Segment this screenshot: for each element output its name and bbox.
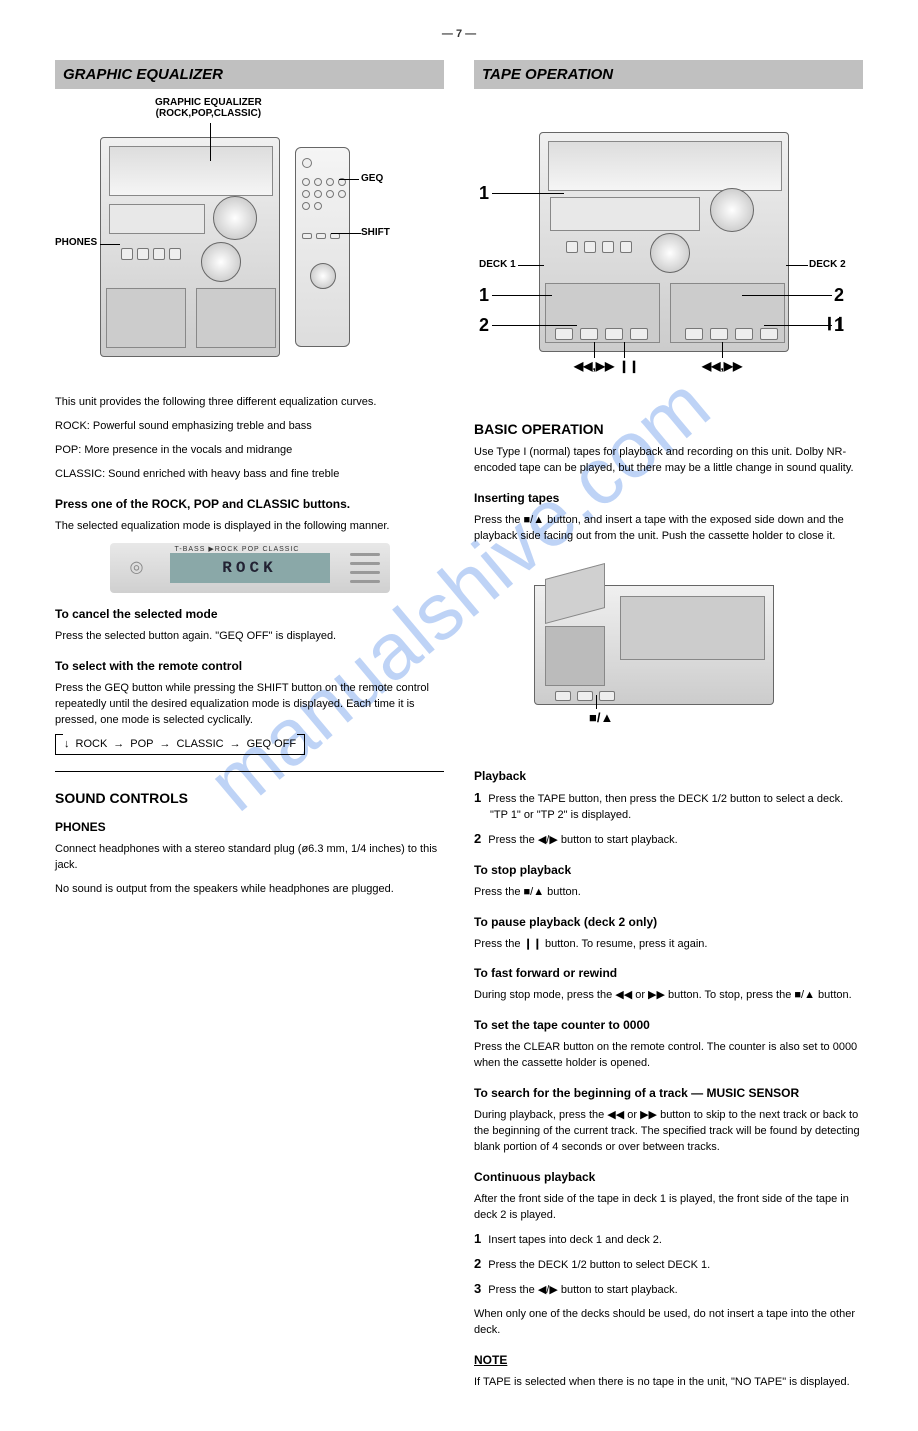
pause-icon: ❙❙ bbox=[619, 359, 639, 373]
insert-head: Inserting tapes bbox=[474, 491, 863, 505]
search-body: During playback, press the ◀◀ or ▶▶ butt… bbox=[474, 1108, 863, 1156]
section-title: TAPE OPERATION bbox=[482, 66, 855, 83]
cont-step-3-text: Press the ◀/▶ button to start playback. bbox=[488, 1284, 677, 1296]
ff-head: To fast forward or rewind bbox=[474, 966, 863, 980]
geq-label: GEQ bbox=[361, 173, 383, 184]
remote-select-body: Press the GEQ button while pressing the … bbox=[55, 681, 444, 729]
cancel-body: Press the selected button again. "GEQ OF… bbox=[55, 629, 444, 645]
cycle-pop: POP bbox=[130, 738, 153, 750]
playback-head: Playback bbox=[474, 769, 863, 783]
callout-2-left: 2 bbox=[479, 315, 489, 336]
stop-head: To stop playback bbox=[474, 863, 863, 877]
section-bar-graphic-equalizer: GRAPHIC EQUALIZER bbox=[55, 60, 444, 89]
rewind-ff-icon: ◀◀,▶▶ bbox=[702, 359, 742, 373]
step-2-text: Press the ◀/▶ button to start playback. bbox=[488, 834, 677, 846]
continuous-note: When only one of the decks should be use… bbox=[474, 1307, 863, 1339]
section-title: GRAPHIC EQUALIZER bbox=[63, 66, 436, 83]
press-instruction: Press one of the ROCK, POP and CLASSIC b… bbox=[55, 497, 444, 511]
mode-classic: CLASSIC: Sound enriched with heavy bass … bbox=[55, 467, 444, 483]
phones-head: PHONES bbox=[55, 820, 444, 834]
section-bar-tape-operation: TAPE OPERATION bbox=[474, 60, 863, 89]
lcd-top-labels: T-BASS ▶ROCK POP CLASSIC bbox=[175, 545, 300, 553]
disc-icon: ◎ bbox=[130, 557, 144, 577]
cycle-rock: ROCK bbox=[76, 738, 108, 750]
note-body: If TAPE is selected when there is no tap… bbox=[474, 1375, 863, 1391]
shift-label: SHIFT bbox=[361, 227, 390, 238]
rewind-ff-icon: ◀◀,▶▶ bbox=[574, 359, 614, 373]
insert-diagram: ▼ ■/▲ bbox=[474, 565, 863, 755]
note-head: NOTE bbox=[474, 1353, 863, 1367]
callout-1-left: 1 bbox=[479, 285, 489, 306]
stop-eject-icon: ■/▲ bbox=[589, 710, 613, 725]
cycle-classic: CLASSIC bbox=[177, 738, 224, 750]
stop-body: Press the ■/▲ button. bbox=[474, 885, 863, 901]
search-head: To search for the beginning of a track —… bbox=[474, 1086, 863, 1100]
phones-body: Connect headphones with a stereo standar… bbox=[55, 842, 444, 874]
phones-label: PHONES bbox=[55, 237, 97, 248]
cancel-head: To cancel the selected mode bbox=[55, 607, 444, 621]
phones-note: No sound is output from the speakers whi… bbox=[55, 882, 444, 898]
counter-body: Press the CLEAR button on the remote con… bbox=[474, 1040, 863, 1072]
step-num-1: 1 bbox=[474, 790, 481, 805]
mode-cycle: ↓ ROCK → POP → CLASSIC → GEQ OFF bbox=[55, 734, 305, 755]
deck1-label: DECK 1 bbox=[479, 259, 516, 270]
graphic-eq-label: GRAPHIC EQUALIZER (ROCK,POP,CLASSIC) bbox=[155, 97, 262, 119]
continuous-head: Continuous playback bbox=[474, 1170, 863, 1184]
step-num-2: 2 bbox=[474, 831, 481, 846]
cont-step-3: 3 bbox=[474, 1281, 481, 1296]
display-note: The selected equalization mode is displa… bbox=[55, 519, 444, 535]
step-1-text: Press the TAPE button, then press the DE… bbox=[488, 793, 843, 805]
pause-head: To pause playback (deck 2 only) bbox=[474, 915, 863, 929]
lcd-text: ROCK bbox=[170, 553, 330, 583]
cycle-off: GEQ OFF bbox=[247, 738, 297, 750]
cycle-arrow: ↓ bbox=[64, 738, 70, 750]
remote-select-head: To select with the remote control bbox=[55, 659, 444, 673]
deck2-label: DECK 2 bbox=[809, 259, 846, 270]
sound-controls-head: SOUND CONTROLS bbox=[55, 790, 444, 806]
cont-step-1: 1 bbox=[474, 1231, 481, 1246]
cont-step-1-text: Insert tapes into deck 1 and deck 2. bbox=[488, 1234, 662, 1246]
page-number-top: — 7 — bbox=[442, 28, 476, 40]
basic-operation-head: BASIC OPERATION bbox=[474, 421, 863, 437]
cycle-arrow: → bbox=[230, 738, 241, 750]
cont-step-2-text: Press the DECK 1/2 button to select DECK… bbox=[488, 1259, 710, 1271]
insert-body: Press the ■/▲ button, and insert a tape … bbox=[474, 513, 863, 545]
intro-text: This unit provides the following three d… bbox=[55, 395, 444, 411]
cont-step-2: 2 bbox=[474, 1256, 481, 1271]
pause-body: Press the ❙❙ button. To resume, press it… bbox=[474, 937, 863, 953]
ff-body: During stop mode, press the ◀◀ or ▶▶ but… bbox=[474, 988, 863, 1004]
lcd-display: ◎ T-BASS ▶ROCK POP CLASSIC ROCK bbox=[110, 543, 390, 593]
callout-1-left-top: 1 bbox=[479, 183, 489, 204]
continuous-body: After the front side of the tape in deck… bbox=[474, 1192, 863, 1224]
cycle-arrow: → bbox=[160, 738, 171, 750]
tape-diagram: 1 DECK 1 1 2 DECK 2 2 1 ❙❙ ◀◀,▶▶ ❙❙ ◀◀,▶… bbox=[474, 97, 863, 407]
counter-head: To set the tape counter to 0000 bbox=[474, 1018, 863, 1032]
cycle-arrow: → bbox=[113, 738, 124, 750]
step-1-sub: "TP 1" or "TP 2" is displayed. bbox=[474, 808, 863, 824]
mode-rock: ROCK: Powerful sound emphasizing treble … bbox=[55, 419, 444, 435]
mode-pop: POP: More presence in the vocals and mid… bbox=[55, 443, 444, 459]
equalizer-diagram: GRAPHIC EQUALIZER (ROCK,POP,CLASSIC) PHO… bbox=[55, 97, 444, 387]
pause-icon: ❙❙ bbox=[824, 315, 846, 331]
tapes-note: Use Type I (normal) tapes for playback a… bbox=[474, 445, 863, 477]
callout-2-right: 2 bbox=[834, 285, 844, 306]
